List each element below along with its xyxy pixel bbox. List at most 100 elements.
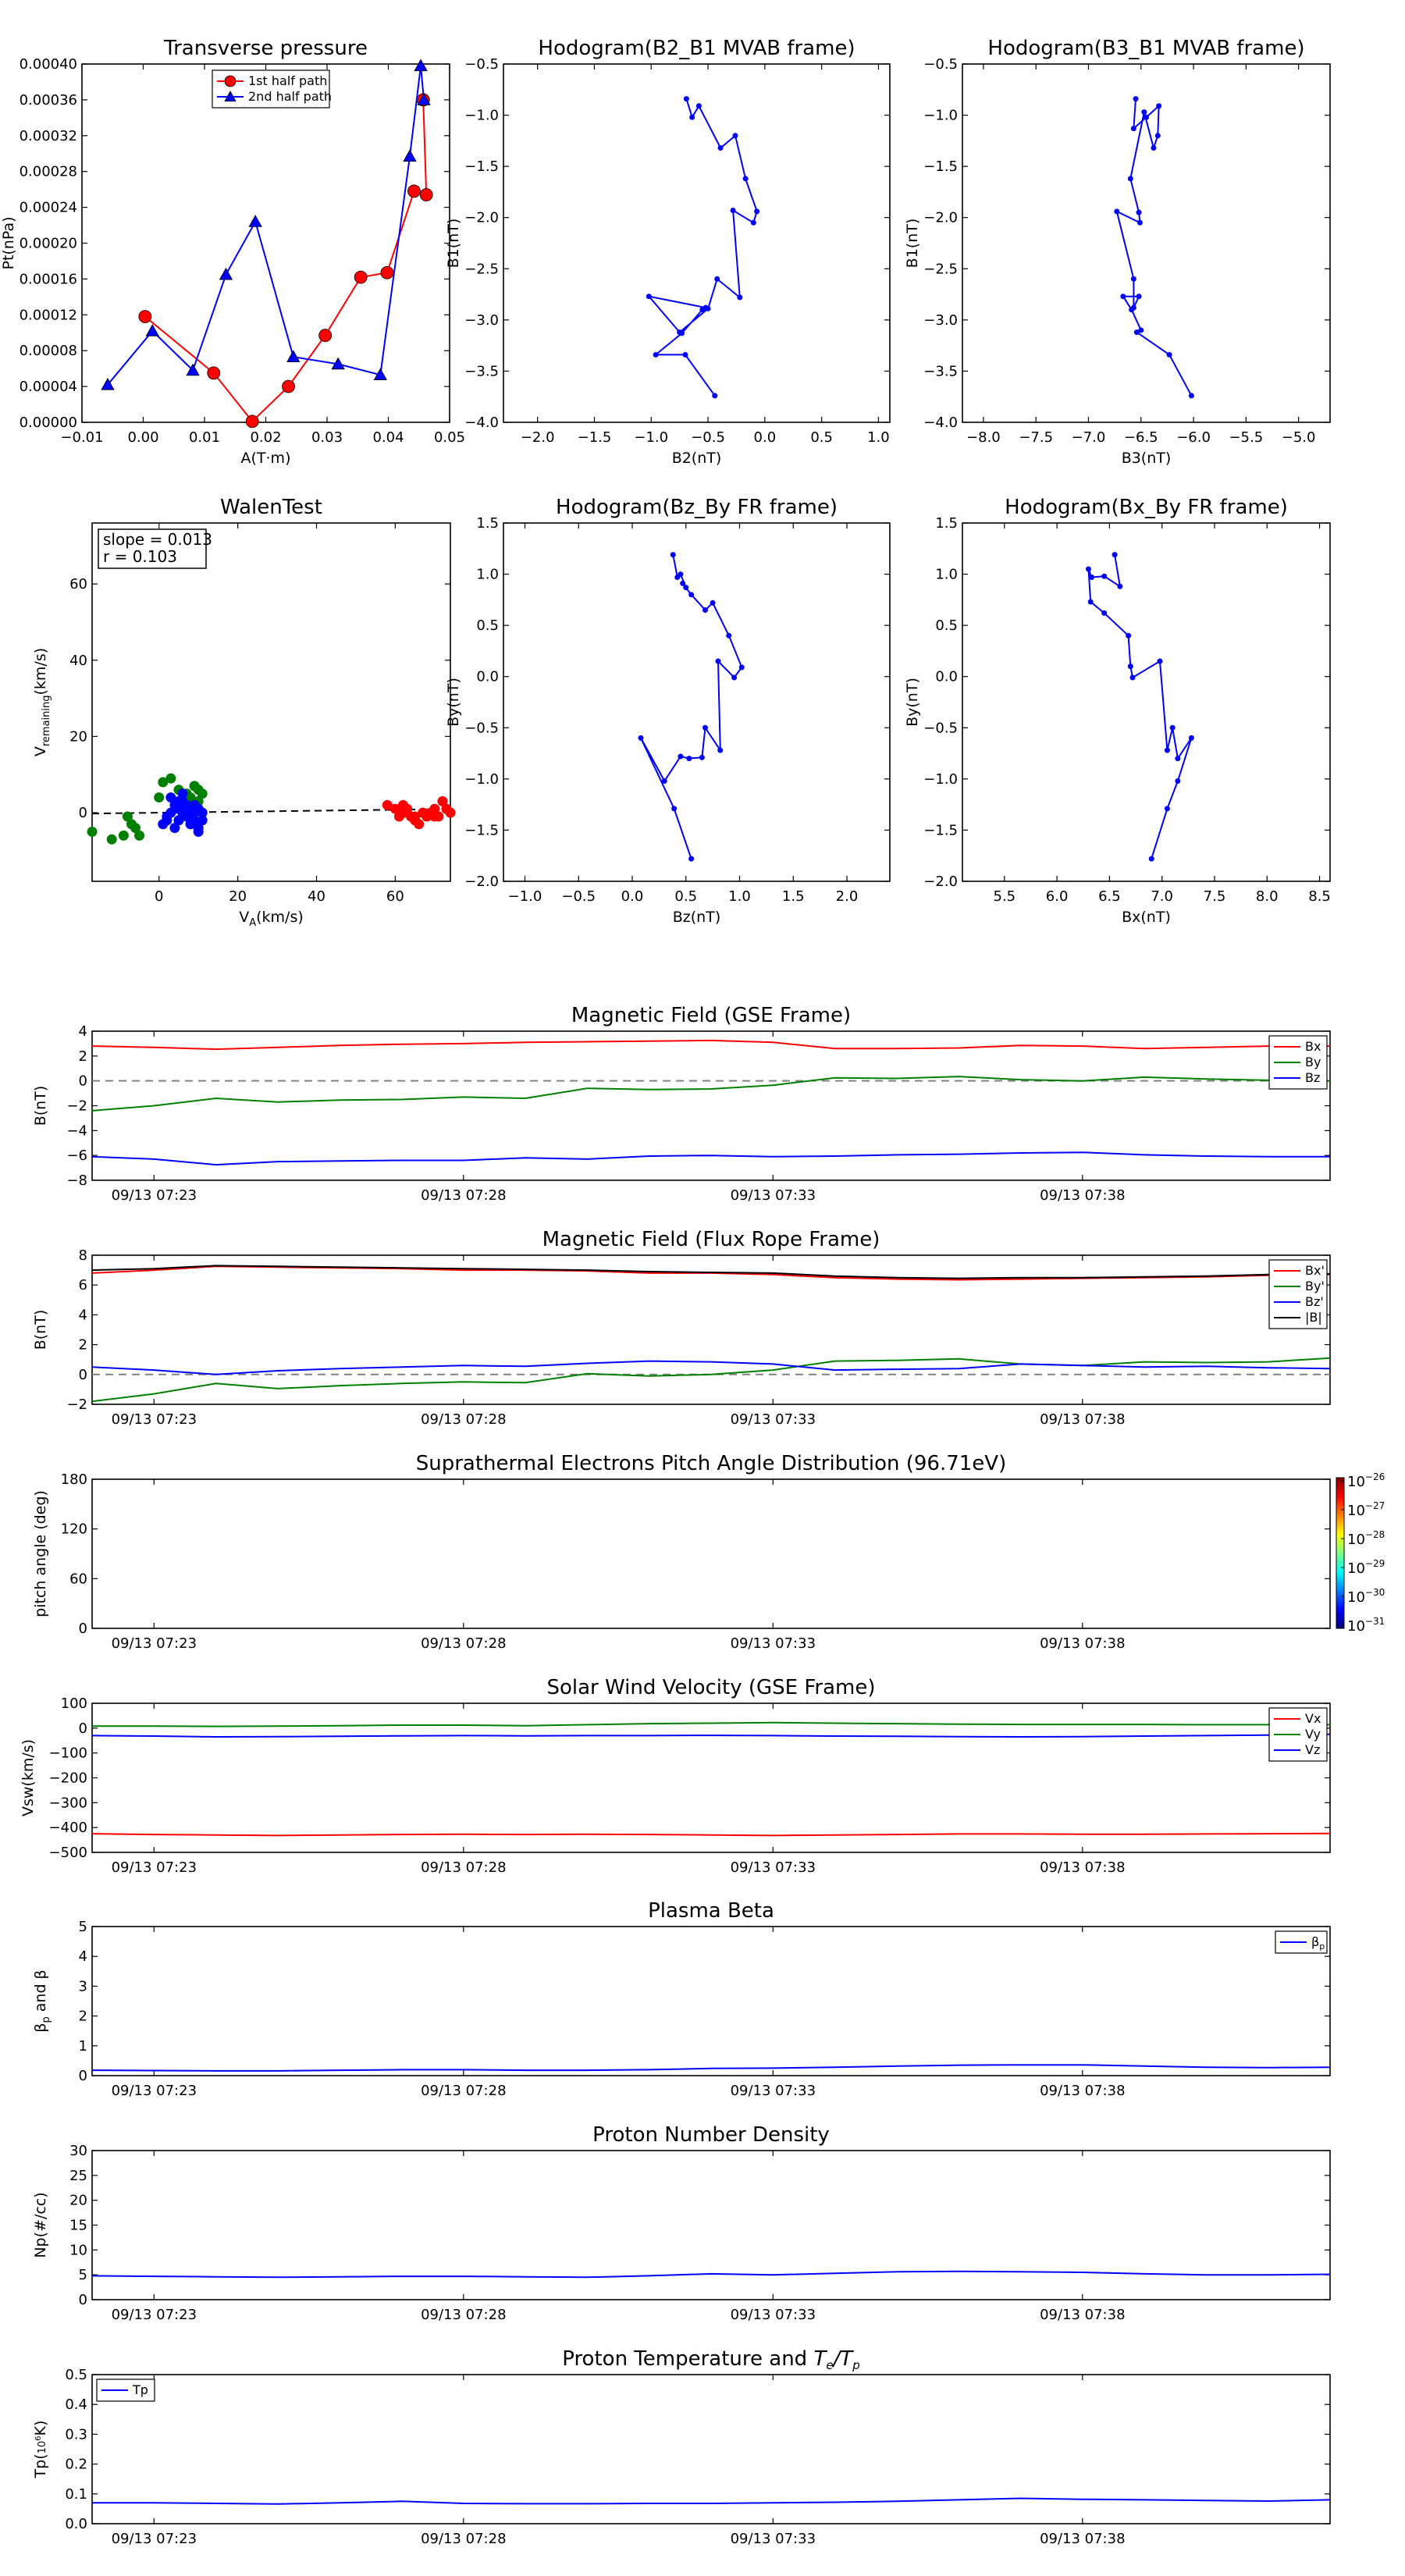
x-tick-label: 0.5	[674, 888, 697, 905]
title-math-sub: e	[826, 2358, 833, 2372]
data-point	[197, 815, 208, 826]
y-tick-label: 1	[79, 2038, 87, 2055]
x-label-main: B2(nT)	[672, 450, 722, 467]
chart-title: Hodogram(B3_B1 MVAB frame)	[987, 37, 1304, 60]
y-tick-label: −0.5	[464, 56, 499, 73]
plot-frame	[91, 1926, 1331, 2076]
annotation-box	[98, 528, 207, 569]
data-point	[710, 600, 716, 606]
colorbar-tick-label: 10−30	[1347, 1587, 1385, 1606]
data-point	[699, 754, 705, 760]
data-point	[1141, 109, 1147, 116]
legend-label: 2nd half path	[248, 89, 332, 104]
data-point	[717, 145, 724, 151]
x-tick-label: −7.5	[1019, 429, 1053, 446]
data-point	[414, 59, 428, 72]
legend-label-sub: p	[1319, 1941, 1325, 1952]
legend-label: Bz	[1305, 1070, 1320, 1085]
y-tick-label: 0.00016	[20, 271, 77, 287]
y-label-exp-sup: 6	[34, 2435, 43, 2440]
x-tick-label: 09/13 07:38	[1040, 1411, 1125, 1428]
data-point	[1164, 806, 1170, 812]
series-line	[92, 1721, 1330, 1727]
x-tick-label: 0.00	[127, 429, 158, 446]
x-axis-label: Bz(nT)	[673, 909, 720, 926]
y-axis-label: By(nT)	[904, 678, 921, 727]
y-tick-label: 0.00008	[20, 343, 77, 359]
y-label-main: Np(#/cc)	[32, 2192, 49, 2258]
y-tick-label: −1.5	[464, 158, 499, 175]
x-tick-label: 09/13 07:33	[731, 1187, 816, 1204]
x-tick-label: 8.0	[1256, 888, 1279, 905]
x-tick-label: 09/13 07:38	[1040, 2531, 1125, 2547]
data-point	[1136, 209, 1142, 215]
y-tick-label: −3.5	[464, 363, 499, 379]
y-tick-label: 0	[79, 1720, 87, 1737]
chart-title: Proton Number Density	[592, 2123, 830, 2147]
data-point	[158, 777, 169, 788]
x-label-main: V	[239, 909, 249, 926]
y-tick-label: −4.0	[923, 415, 958, 431]
x-tick-label: 40	[308, 888, 325, 905]
legend-marker	[224, 91, 237, 102]
y-tick-label: 0.0	[65, 2516, 87, 2532]
legend-label-main: Bz	[1305, 1070, 1320, 1085]
chart-tp: −0.01 0.00 0.01 0.02 0.03 0.04 0.05 0.00000 0.00…	[0, 37, 465, 467]
data-point	[1175, 756, 1181, 762]
series-line	[91, 1357, 1331, 1403]
data-point	[87, 827, 98, 838]
chart-title: Suprathermal Electrons Pitch Angle Distr…	[416, 1452, 1006, 1475]
y-label-main: B1(nT)	[904, 219, 921, 269]
legend-label-main: Vy	[1305, 1727, 1321, 1742]
data-point	[726, 632, 732, 639]
y-tick-label: 0.00004	[20, 379, 77, 395]
data-point	[731, 674, 738, 681]
legend-label: 1st half path	[248, 73, 327, 88]
x-tick-label: −0.5	[691, 429, 725, 446]
y-tick-label: −400	[49, 1820, 87, 1836]
data-point	[688, 592, 695, 598]
data-point	[1148, 856, 1154, 862]
x-tick-label: 09/13 07:38	[1040, 1187, 1125, 1204]
x-tick-label: −1.0	[508, 888, 542, 905]
y-tick-label: 0.1	[65, 2486, 87, 2503]
y-tick-label: 40	[69, 653, 87, 669]
data-point	[134, 830, 145, 841]
x-label-sub: A	[249, 917, 256, 929]
x-tick-label: 09/13 07:38	[1040, 2307, 1125, 2323]
x-tick-label: 09/13 07:23	[112, 1635, 197, 1652]
x-axis-label: Bx(nT)	[1122, 909, 1171, 926]
y-tick-label: 1.5	[935, 515, 958, 532]
x-tick-label: 09/13 07:23	[112, 2307, 197, 2323]
data-point	[445, 807, 456, 818]
x-tick-label: 09/13 07:33	[731, 2307, 816, 2323]
y-tick-label: 0.00000	[20, 415, 77, 431]
chart-hzy: −1.0 −0.5 0.0 0.5 1.0 1.5 2.0 −2.0 −1.5 −1.0 −0.5 0…	[445, 496, 891, 926]
data-point	[245, 415, 259, 429]
legend-label-main: Bz'	[1305, 1294, 1324, 1309]
chart-title: Hodogram(Bz_By FR frame)	[556, 496, 838, 519]
y-label-sub: p	[41, 2016, 52, 2023]
y-tick-label: −2.0	[464, 210, 499, 226]
x-tick-label: −8.0	[966, 429, 1001, 446]
chart-title: WalenTest	[220, 496, 322, 519]
y-tick-label: 5	[79, 2267, 87, 2283]
y-label-unit: and β	[32, 1969, 49, 2016]
y-tick-label: 0	[79, 2292, 87, 2308]
chart-h31: −8.0 −7.5 −7.0 −6.5 −6.0 −5.5 −5.0 −4.0 −3.5 −3.0…	[904, 37, 1331, 467]
series-line	[92, 2497, 1331, 2505]
y-tick-label: −2.0	[923, 210, 958, 226]
x-tick-label: 09/13 07:23	[112, 1187, 197, 1204]
y-tick-label: 10	[69, 2242, 87, 2258]
legend-label: By	[1305, 1055, 1321, 1069]
data-point	[169, 823, 180, 834]
y-tick-label: −500	[49, 1845, 87, 1861]
data-point	[754, 208, 760, 215]
data-point	[712, 393, 718, 399]
data-point	[207, 366, 221, 380]
data-point	[732, 133, 738, 139]
data-point	[1114, 208, 1120, 215]
y-tick-label: −1.5	[464, 822, 499, 838]
series-line	[91, 2270, 1331, 2279]
data-point	[419, 188, 433, 201]
